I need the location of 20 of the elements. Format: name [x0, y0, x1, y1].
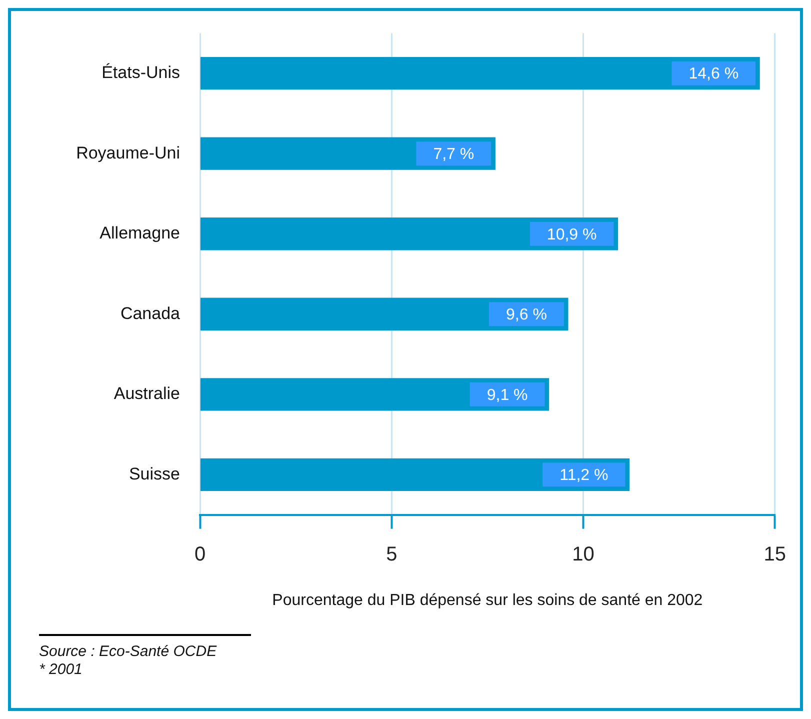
x-tick-label: 0 [194, 543, 206, 566]
data-label: 7,7 % [433, 146, 474, 164]
data-label: 10,9 % [546, 226, 597, 244]
data-label: 9,6 % [506, 306, 547, 324]
y-tick-label: Suisse [128, 464, 180, 484]
text: * 2001 [39, 661, 84, 679]
data-label: 14,6 % [688, 66, 739, 83]
y-tick-label: Allemagne [100, 224, 180, 243]
x-tick-label: 5 [386, 543, 398, 566]
frame-border: Pourcentage du PIB dépensé sur les soins de santé en 2002 0 5 10 15 États-Unis Royaume-Uni Allemagne Canada Australie Suisse 14,6 % 7,7 % 10,9 % 9,6 % 9,1 % 11,2 % Source : Eco-Santé OCDE * 2001 [8, 8, 803, 711]
x-tick-label: 15 [764, 543, 786, 566]
x-tick-label: 10 [572, 543, 594, 566]
y-tick-label: Royaume-Uni [76, 143, 180, 162]
y-tick-label: Australie [114, 384, 180, 404]
y-tick-label: États-Unis [102, 63, 180, 82]
x-axis-title: Pourcentage du PIB dépensé sur les soins de santé en 2002 [272, 592, 703, 609]
source-note: Source : Eco-Santé OCDE [39, 643, 217, 661]
data-label: 11,2 % [560, 467, 608, 484]
y-tick-label: Canada [120, 304, 181, 323]
data-label: 9,1 % [486, 386, 528, 404]
